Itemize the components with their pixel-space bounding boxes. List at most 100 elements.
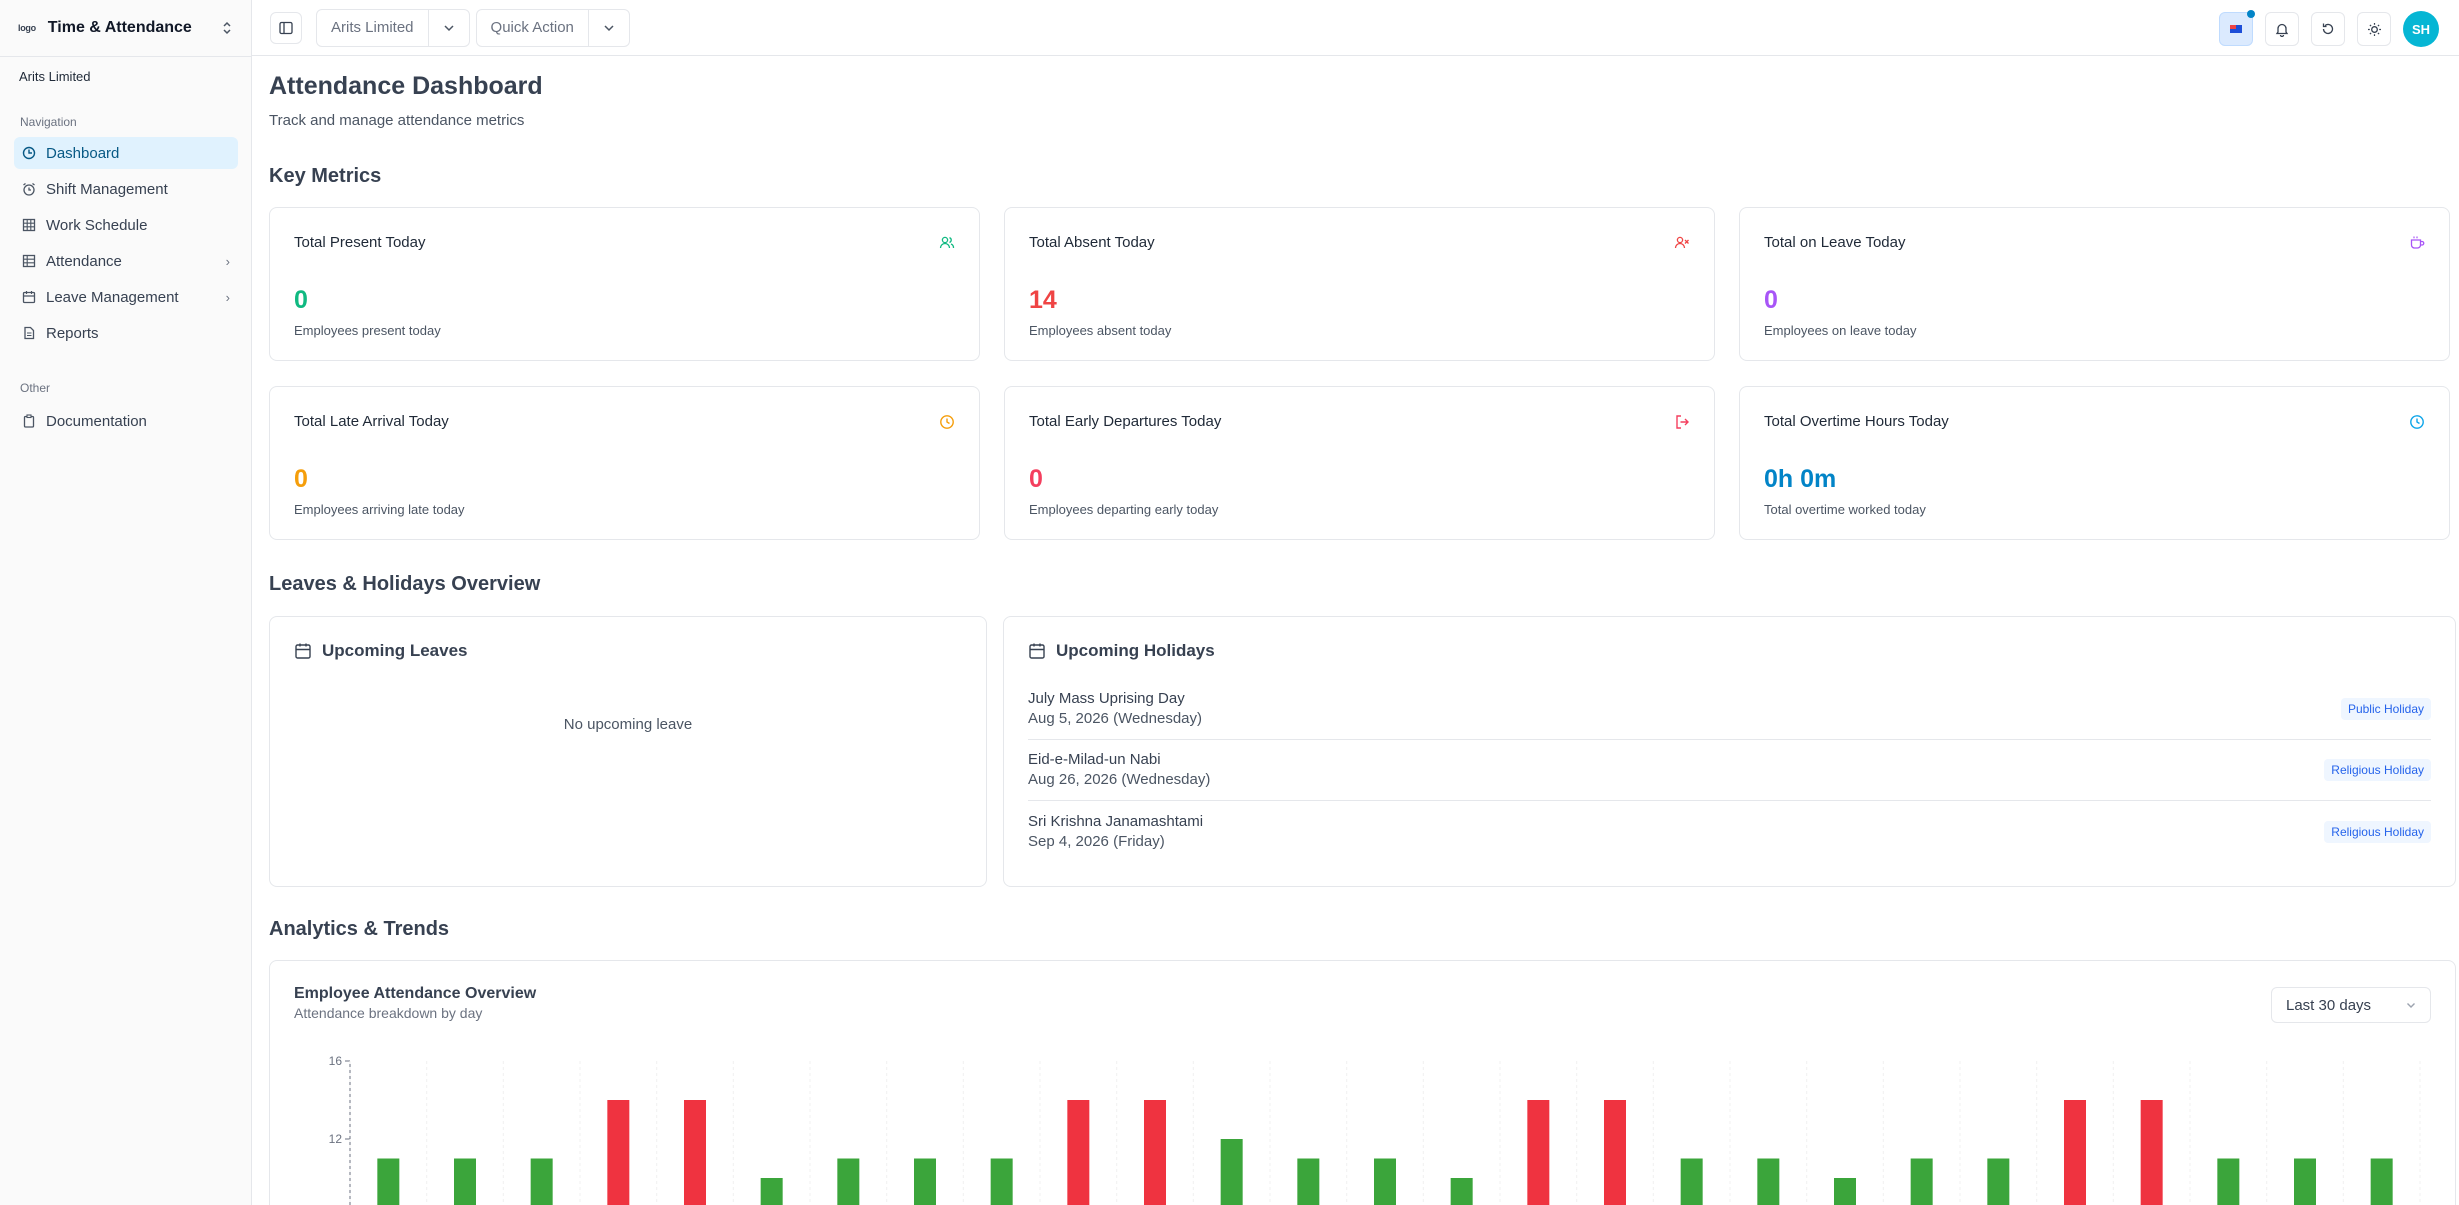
empty-state-text: No upcoming leave bbox=[563, 716, 693, 733]
sidebar-toggle-button[interactable] bbox=[270, 11, 302, 44]
chevron-down-icon bbox=[2407, 1002, 2415, 1008]
upcoming-leaves-panel: Upcoming Leaves No upcoming leave bbox=[269, 616, 987, 887]
sidebar-item-label: Work Schedule bbox=[46, 216, 148, 234]
holiday-type-badge: Religious Holiday bbox=[2324, 759, 2431, 781]
chart-bar-present[interactable] bbox=[1834, 1178, 1856, 1205]
users-icon bbox=[939, 236, 955, 249]
chart-bar-absent[interactable] bbox=[1604, 1100, 1626, 1205]
chart-bar-present[interactable] bbox=[1757, 1158, 1780, 1205]
metric-card-overtime: Total Overtime Hours Today 0h 0m Total o… bbox=[1739, 386, 2450, 540]
holiday-date: Aug 5, 2026 (Wednesday) bbox=[1028, 710, 1203, 727]
date-range-select[interactable]: Last 30 days bbox=[2271, 987, 2431, 1023]
metric-card-present: Total Present Today 0 Employees present … bbox=[269, 207, 980, 361]
theme-toggle-button[interactable] bbox=[2357, 12, 2391, 46]
chart-bar-present[interactable] bbox=[530, 1158, 553, 1205]
company-select[interactable]: Arits Limited bbox=[316, 8, 470, 47]
quick-action-label: Quick Action bbox=[477, 9, 589, 46]
other-section-label: Other bbox=[20, 381, 51, 395]
holiday-date: Aug 26, 2026 (Wednesday) bbox=[1028, 771, 1211, 788]
metric-card-on-leave: Total on Leave Today 0 Employees on leav… bbox=[1739, 207, 2450, 361]
holiday-name: Eid-e-Milad-un Nabi bbox=[1028, 751, 1161, 768]
chart-bar-present[interactable] bbox=[1987, 1158, 2010, 1205]
sidebar-item-label: Leave Management bbox=[46, 288, 179, 306]
avatar[interactable]: SH bbox=[2403, 11, 2439, 47]
chart-bar-present[interactable] bbox=[760, 1178, 783, 1205]
calendar-icon bbox=[295, 643, 311, 659]
chart-bar-present[interactable] bbox=[454, 1158, 476, 1205]
panel-title-text: Upcoming Holidays bbox=[1056, 641, 1215, 660]
sidebar-item-reports[interactable]: Reports bbox=[14, 317, 238, 349]
holiday-item: Sri Krishna Janamashtami Sep 4, 2026 (Fr… bbox=[1028, 801, 2431, 862]
chevron-right-icon: › bbox=[225, 253, 230, 269]
chart-bar-absent[interactable] bbox=[2064, 1100, 2086, 1205]
chart-bar-present[interactable] bbox=[2370, 1158, 2393, 1205]
chevron-updown-icon bbox=[223, 21, 231, 35]
chart-bar-present[interactable] bbox=[2217, 1158, 2240, 1205]
flag-button[interactable] bbox=[2219, 10, 2255, 46]
quick-action-menu[interactable]: Quick Action bbox=[475, 8, 630, 47]
calendar-icon bbox=[22, 291, 36, 304]
chart-bar-absent[interactable] bbox=[1067, 1100, 1090, 1205]
flag-icon bbox=[2230, 25, 2242, 33]
metric-value: 0 bbox=[294, 465, 308, 493]
leaves-holidays-heading: Leaves & Holidays Overview bbox=[269, 573, 541, 595]
metric-value: 0 bbox=[1029, 465, 1043, 493]
chart-bar-present[interactable] bbox=[1220, 1139, 1243, 1205]
chart-bar-present[interactable] bbox=[914, 1158, 936, 1205]
table-icon bbox=[22, 254, 36, 268]
chart-bar-present[interactable] bbox=[1680, 1158, 1703, 1205]
holiday-type-badge: Religious Holiday bbox=[2324, 820, 2431, 843]
grid-table-icon bbox=[22, 218, 36, 232]
top-bar: Arits Limited Quick Action SH bbox=[252, 0, 2459, 56]
chart-bar-present[interactable] bbox=[837, 1158, 860, 1205]
chevron-down-icon[interactable] bbox=[429, 10, 469, 46]
y-tick-label: 16 bbox=[329, 1054, 343, 1068]
chart-bar-present[interactable] bbox=[1450, 1178, 1473, 1205]
clock-icon bbox=[2410, 415, 2424, 429]
sun-icon bbox=[2367, 22, 2381, 36]
chart-bar-present[interactable] bbox=[1910, 1158, 1933, 1205]
chart-bar-absent[interactable] bbox=[1527, 1100, 1550, 1205]
sidebar-item-label: Reports bbox=[46, 324, 99, 342]
metric-card-late-arrival: Total Late Arrival Today 0 Employees arr… bbox=[269, 386, 980, 540]
chart-bar-absent[interactable] bbox=[607, 1100, 630, 1205]
chevron-down-icon[interactable] bbox=[589, 10, 629, 46]
clock-icon bbox=[940, 415, 954, 429]
chart-bar-absent[interactable] bbox=[684, 1100, 706, 1205]
sidebar-item-attendance[interactable]: Attendance › bbox=[14, 245, 238, 277]
metric-title: Total on Leave Today bbox=[1764, 234, 1906, 251]
chart-bar-present[interactable] bbox=[990, 1158, 1013, 1205]
dashboard-icon bbox=[22, 146, 36, 160]
metric-description: Employees arriving late today bbox=[294, 502, 465, 517]
logout-icon bbox=[1676, 415, 1689, 429]
sidebar-item-label: Documentation bbox=[46, 412, 147, 430]
sidebar: logo Time & Attendance Arits Limited Nav… bbox=[0, 0, 252, 1205]
holiday-date: Sep 4, 2026 (Friday) bbox=[1028, 832, 1165, 850]
metric-title: Total Overtime Hours Today bbox=[1764, 413, 1949, 430]
chart-bar-present[interactable] bbox=[1297, 1158, 1320, 1205]
refresh-button[interactable] bbox=[2311, 12, 2345, 46]
attendance-chart-panel: Employee Attendance Overview Attendance … bbox=[269, 960, 2456, 1205]
sidebar-item-shift-management[interactable]: Shift Management bbox=[14, 173, 238, 205]
chart-bar-present[interactable] bbox=[1374, 1158, 1396, 1205]
sidebar-item-work-schedule[interactable]: Work Schedule bbox=[14, 209, 238, 241]
app-switcher[interactable]: logo Time & Attendance bbox=[0, 0, 251, 56]
clipboard-icon bbox=[23, 414, 35, 428]
app-title: Time & Attendance bbox=[47, 19, 192, 36]
sidebar-item-leave-management[interactable]: Leave Management › bbox=[14, 281, 238, 313]
holiday-item: Eid-e-Milad-un Nabi Aug 26, 2026 (Wednes… bbox=[1028, 740, 2431, 801]
analytics-heading: Analytics & Trends bbox=[269, 918, 450, 940]
chart-bar-present[interactable] bbox=[2294, 1158, 2316, 1205]
chart-subtitle: Attendance breakdown by day bbox=[294, 1005, 483, 1021]
chart-bar-absent[interactable] bbox=[2140, 1100, 2163, 1205]
chart-bar-absent[interactable] bbox=[1144, 1100, 1166, 1205]
metric-value: 0 bbox=[294, 286, 308, 314]
metric-description: Employees departing early today bbox=[1029, 502, 1219, 517]
sidebar-item-dashboard[interactable]: Dashboard bbox=[14, 137, 238, 169]
sidebar-item-documentation[interactable]: Documentation bbox=[14, 405, 238, 437]
sidebar-item-label: Dashboard bbox=[46, 144, 120, 162]
metric-value: 0h 0m bbox=[1764, 465, 1837, 493]
chart-bar-present[interactable] bbox=[377, 1158, 400, 1205]
organization-name: Arits Limited bbox=[0, 56, 251, 94]
notifications-button[interactable] bbox=[2265, 12, 2299, 46]
